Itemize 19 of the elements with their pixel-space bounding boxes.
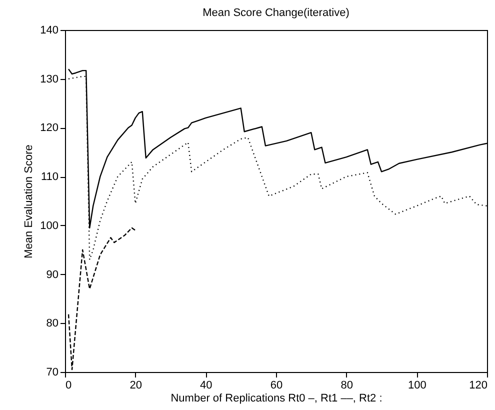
y-tick-label: 120: [40, 122, 58, 134]
x-tick-label: 0: [66, 380, 72, 392]
x-tick-label: 20: [130, 380, 142, 392]
x-tick-label: 60: [270, 380, 283, 392]
y-tick-label: 90: [46, 268, 58, 281]
x-tick-label: 40: [200, 380, 212, 392]
line-series: [68, 227, 136, 370]
y-axis-title: Mean Evaluation Score: [23, 144, 36, 258]
y-tick-label: 80: [46, 318, 58, 330]
x-axis-title: Number of Replications Rt0 –, Rt1 ––, Rt2 :: [170, 392, 382, 404]
y-tick-label: 70: [46, 366, 58, 378]
x-tick-label: 80: [340, 380, 353, 392]
x-tick-label: 120: [469, 380, 488, 392]
y-tick-label: 110: [40, 171, 58, 184]
chart-title: Mean Score Change(iterative): [202, 7, 350, 19]
y-tick-label: 100: [40, 220, 58, 232]
x-tick-label: 100: [408, 380, 426, 392]
y-tick-label: 130: [40, 73, 58, 86]
y-tick-label: 140: [40, 24, 58, 36]
